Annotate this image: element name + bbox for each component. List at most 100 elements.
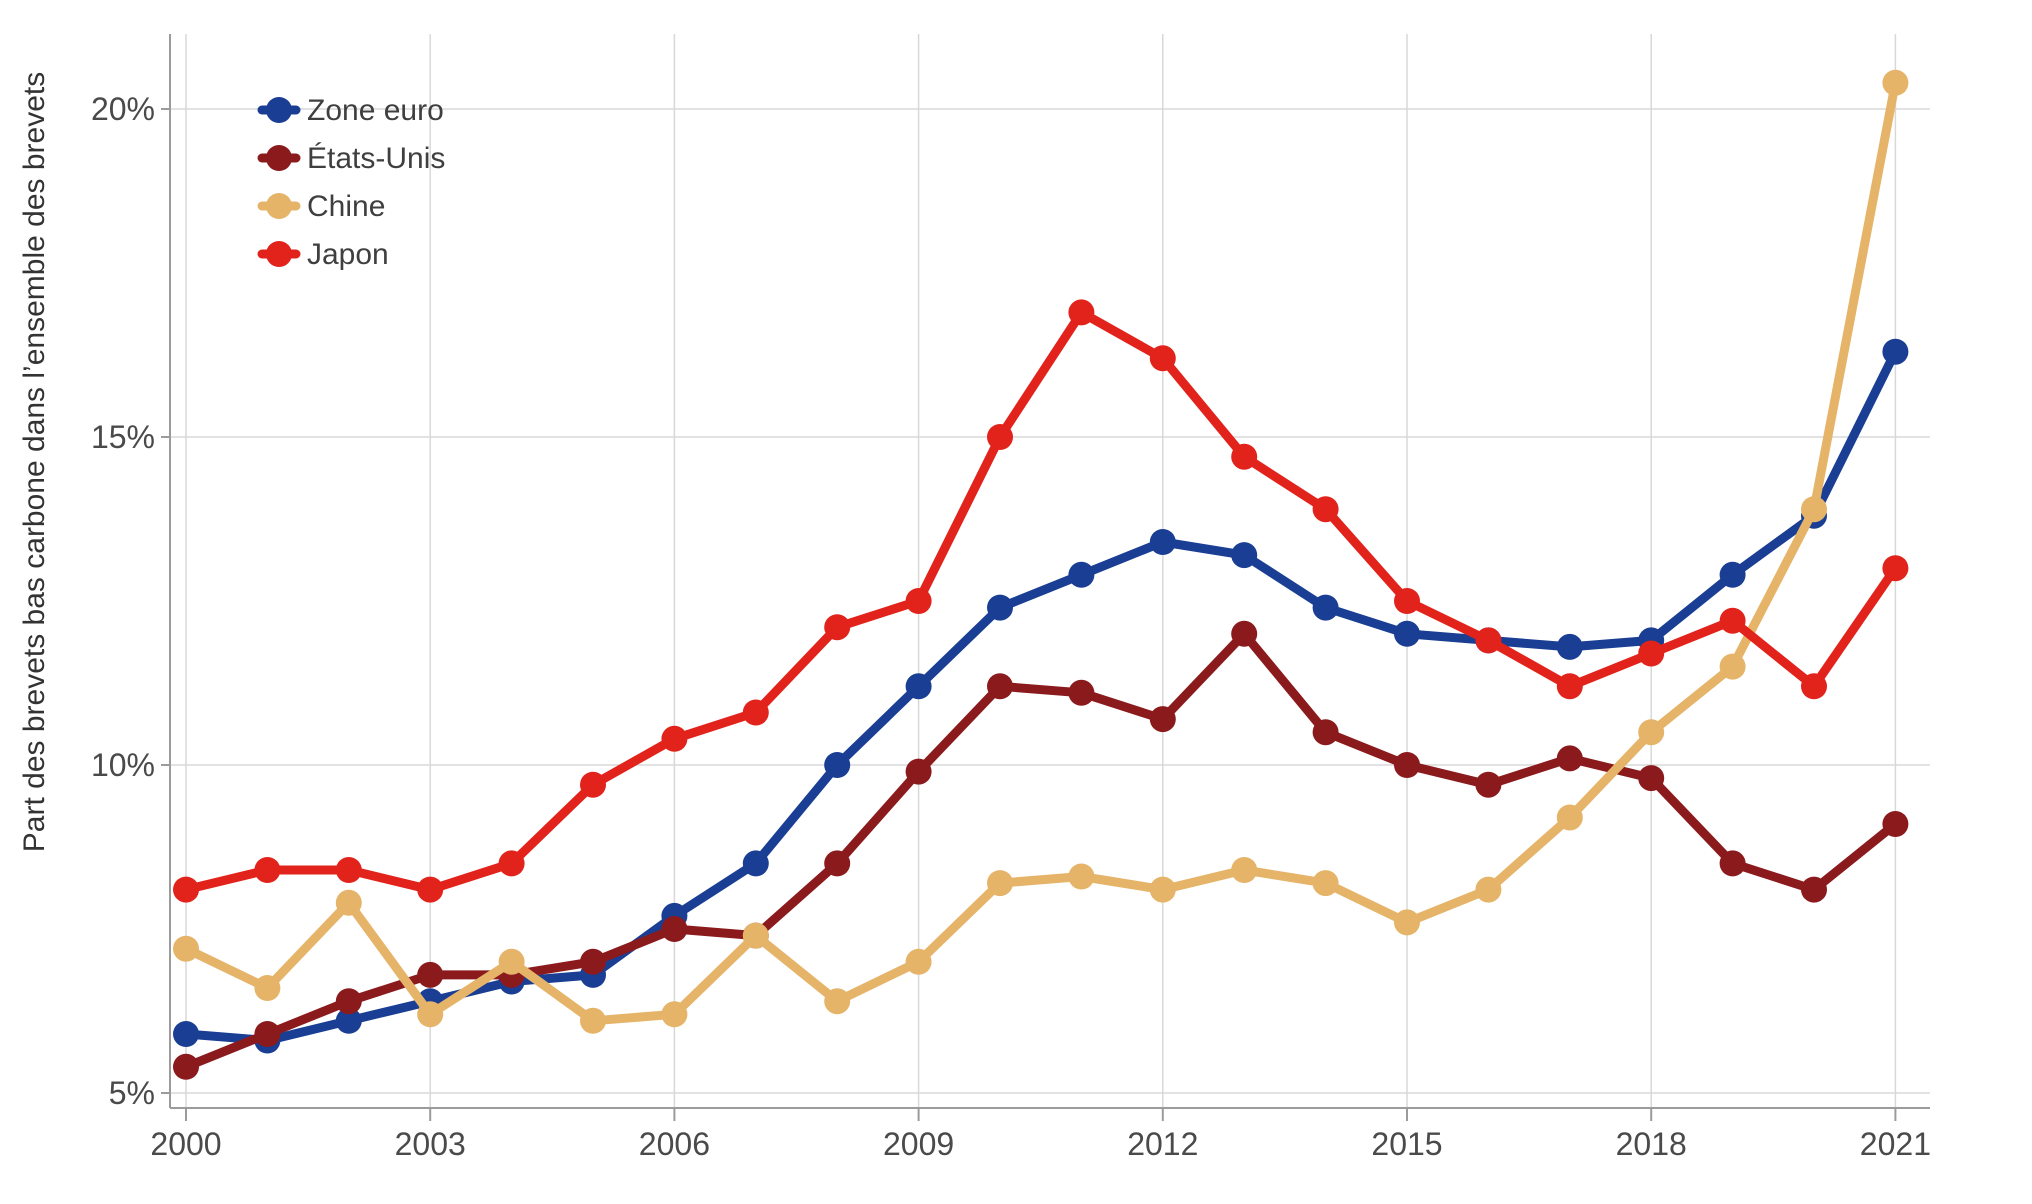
data-point-chine-2014 [1312,870,1339,897]
data-point-japon-2010 [987,424,1013,450]
data-point-zone-euro-2014 [1312,594,1339,621]
data-point-japon-2012 [1149,345,1176,372]
data-point-japon-2016 [1475,627,1502,654]
x-tick-label-2000: 2000 [150,1126,221,1162]
data-point-chine-2006 [661,1001,688,1028]
legend-item-chine: Chine [257,190,385,223]
data-point-zone-euro-2021 [1882,338,1909,365]
data-point-chine-2009 [905,948,932,975]
data-point-etats-unis-2021 [1882,811,1909,837]
data-point-etats-unis-2000 [173,1053,199,1080]
data-point-zone-euro-2009 [905,673,932,700]
data-point-japon-2008 [824,614,851,641]
axes: 5% 10% 15% 20% 2000 2003 2006 2009 2012 2015 2018 2… [91,34,1931,1162]
x-tick-label-2015: 2015 [1371,1126,1442,1162]
x-tick-label-2006: 2006 [639,1126,710,1162]
data-point-chine-2015 [1394,909,1420,936]
data-point-chine-2011 [1068,863,1095,890]
x-tick-label-2003: 2003 [395,1126,466,1162]
data-point-zone-euro-2002 [335,1007,362,1034]
data-point-zone-euro-2011 [1068,561,1095,588]
x-tick-label-2021: 2021 [1860,1126,1931,1162]
data-point-japon-2007 [742,699,769,726]
data-point-etats-unis-2008 [824,850,851,877]
legend-item-zone-euro: Zone euro [257,94,444,127]
data-point-etats-unis-2003 [417,961,444,988]
data-point-japon-2018 [1638,640,1665,667]
data-point-chine-2000 [173,935,199,962]
data-point-chine-2005 [580,1007,606,1034]
data-point-japon-2003 [417,876,444,903]
legend: Zone euro États-Unis Chine Japon [257,94,445,271]
legend-dot-swatch-etats-unis [266,145,292,171]
data-point-zone-euro-2012 [1149,529,1176,555]
data-point-etats-unis-2011 [1068,679,1095,706]
series-chine [173,69,1909,1034]
data-point-chine-2002 [335,889,362,916]
data-point-chine-2003 [417,1001,444,1028]
series-zone-euro [173,338,1909,1054]
y-tick-label-10: 10% [91,747,155,783]
data-point-zone-euro-2010 [987,594,1013,621]
data-point-chine-2021 [1882,69,1909,96]
data-point-japon-2020 [1801,673,1827,700]
gridlines [170,34,1930,1108]
legend-item-etats-unis: États-Unis [257,142,445,175]
series-japon [173,299,1909,903]
series-line-etats-unis [181,629,1900,1072]
data-point-etats-unis-2018 [1638,765,1665,792]
data-point-chine-2008 [824,988,851,1015]
data-point-zone-euro-2017 [1556,633,1583,660]
legend-dot-swatch-chine [266,193,292,219]
data-point-chine-2013 [1231,857,1258,883]
y-axis-title: Part des brevets bas carbone dans l’ense… [18,72,51,852]
data-point-etats-unis-2006 [661,916,688,942]
data-point-zone-euro-2008 [824,752,851,778]
data-point-japon-2017 [1556,673,1583,700]
data-point-chine-2010 [987,870,1013,897]
data-point-chine-2012 [1149,876,1176,903]
data-point-japon-2009 [905,588,932,614]
data-point-japon-2006 [661,725,688,752]
data-point-japon-2015 [1394,588,1420,614]
data-point-etats-unis-2001 [254,1021,281,1047]
data-point-etats-unis-2012 [1149,706,1176,733]
data-point-chine-2001 [254,975,281,1001]
data-point-etats-unis-2010 [987,673,1013,700]
x-tick-label-2018: 2018 [1616,1126,1687,1162]
data-point-japon-2014 [1312,496,1339,523]
data-point-etats-unis-2014 [1312,719,1339,746]
data-point-chine-2020 [1801,496,1827,523]
data-point-zone-euro-2019 [1719,561,1746,588]
data-point-etats-unis-2019 [1719,850,1746,877]
data-point-etats-unis-2016 [1475,771,1502,798]
data-point-zone-euro-2000 [173,1021,199,1047]
data-point-chine-2019 [1719,653,1746,680]
data-point-japon-2004 [498,850,525,877]
data-point-chine-2016 [1475,876,1502,903]
series-line-zone-euro [181,347,1900,1045]
y-tick-label-15: 15% [91,419,155,455]
data-point-etats-unis-2009 [905,758,932,785]
data-point-japon-2005 [580,771,606,798]
y-tick-label-20: 20% [91,91,155,127]
data-point-chine-2007 [742,922,769,949]
legend-dot-swatch-japon [266,241,292,267]
series-line-chine [181,78,1900,1026]
data-point-etats-unis-2017 [1556,745,1583,772]
data-point-zone-euro-2007 [742,850,769,877]
data-point-chine-2017 [1556,804,1583,831]
data-point-chine-2004 [498,948,525,975]
data-point-japon-2000 [173,876,199,903]
data-point-japon-2019 [1719,607,1746,634]
x-tick-label-2012: 2012 [1127,1126,1198,1162]
data-point-zone-euro-2013 [1231,542,1258,569]
data-point-japon-2013 [1231,443,1258,470]
data-point-japon-2001 [254,857,281,883]
x-tick-label-2009: 2009 [883,1126,954,1162]
legend-item-japon: Japon [257,238,389,271]
legend-label-japon: Japon [307,238,389,271]
legend-label-etats-unis: États-Unis [307,142,445,175]
